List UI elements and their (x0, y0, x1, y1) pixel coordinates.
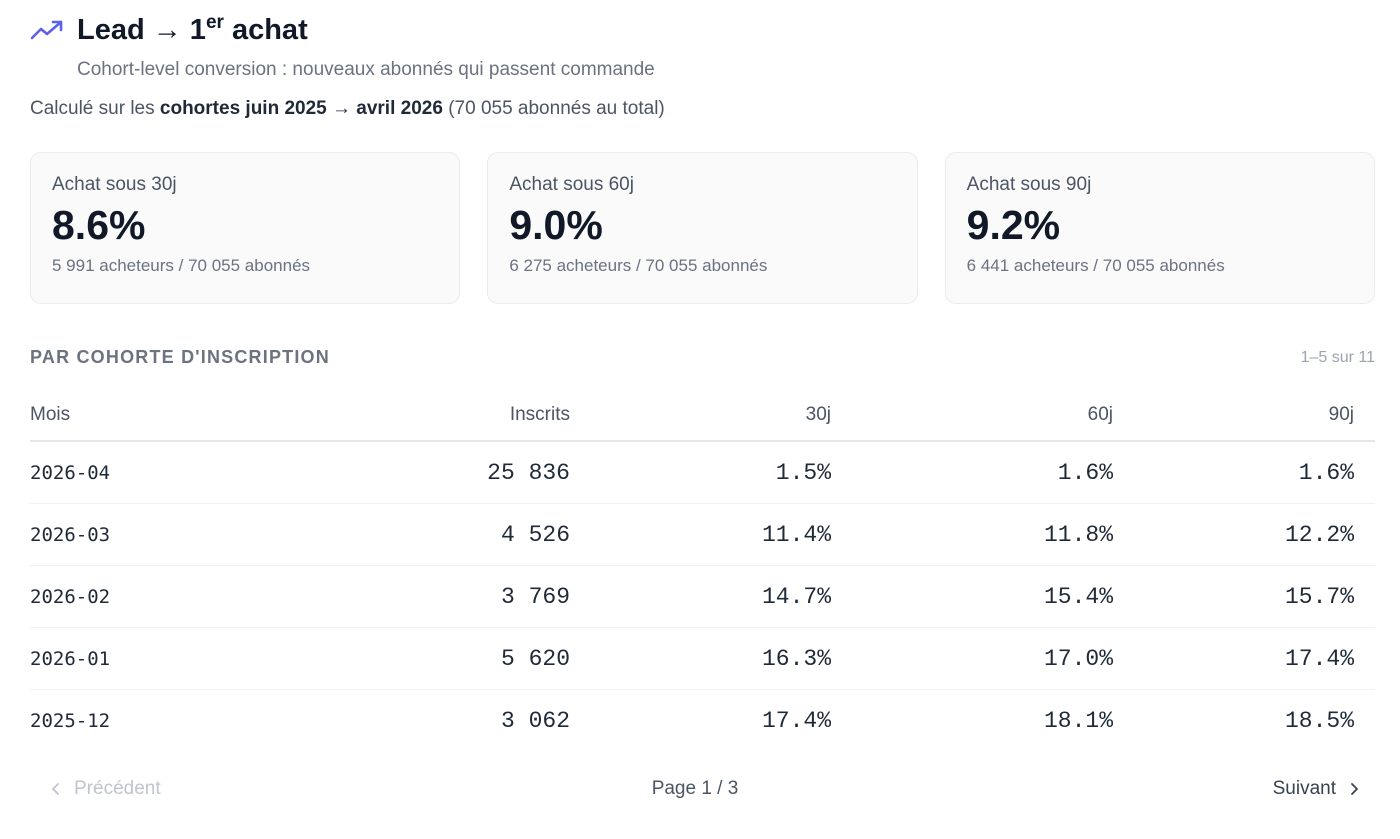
kpi-value: 9.2% (966, 202, 1061, 248)
page-title: Lead → 1er achat (77, 12, 308, 46)
page-indicator: Page 1 / 3 (651, 778, 739, 799)
kpi-detail: 6 441 acheteurs / 70 055 abonnés (966, 256, 1225, 275)
column-header-90j: 90j (1134, 390, 1375, 442)
cell-30j: 16.3% (570, 627, 852, 690)
kpi-label: Achat sous 60j (509, 174, 634, 195)
pagination-range: 1–5 sur 11 (1300, 348, 1375, 366)
table-row: 2026-04 25 836 1.5% 1.6% 1.6% (30, 441, 1375, 504)
cell-60j: 17.0% (852, 627, 1134, 690)
cell-inscrits: 4 526 (330, 503, 570, 566)
cell-mois: 2026-01 (30, 627, 330, 690)
cohort-range: cohortes juin 2025 → avril 2026 (159, 98, 443, 119)
section-title: PAR COHORTE D'INSCRIPTION (30, 347, 330, 367)
cell-mois: 2026-02 (30, 565, 330, 628)
trending-up-icon (30, 18, 64, 44)
next-page-label: Suivant (1272, 778, 1336, 799)
section-header: PAR COHORTE D'INSCRIPTION 1–5 sur 11 (30, 347, 1375, 368)
cell-30j: 14.7% (570, 565, 852, 628)
cohort-table: Mois Inscrits 30j 60j 90j 2026-04 25 836… (30, 390, 1375, 751)
cell-inscrits: 3 769 (330, 565, 570, 628)
table-row: 2026-02 3 769 14.7% 15.4% 15.7% (30, 565, 1375, 628)
table-header-row: Mois Inscrits 30j 60j 90j (30, 390, 1375, 442)
cell-mois: 2026-03 (30, 503, 330, 566)
chevron-left-icon (50, 781, 62, 797)
table-row: 2026-03 4 526 11.4% 11.8% 12.2% (30, 503, 1375, 566)
cell-mois: 2025-12 (30, 709, 111, 732)
previous-page-label: Précédent (74, 778, 161, 799)
cell-mois: 2026-04 (30, 441, 330, 504)
cell-30j: 1.5% (570, 441, 852, 504)
previous-page-button[interactable]: Précédent (50, 778, 161, 800)
cell-60j: 1.6% (852, 441, 1134, 504)
pagination: Précédent Page 1 / 3 Suivant (30, 776, 1360, 806)
kpi-detail: 6 275 acheteurs / 70 055 abonnés (509, 256, 768, 275)
kpi-cards: Achat sous 30j 8.6% 5 991 acheteurs / 70… (30, 152, 1375, 304)
kpi-value: 8.6% (52, 202, 146, 248)
table-row: 2025-12 3 062 17.4% 18.1% 18.5% (30, 690, 1375, 752)
column-header-mois: Mois (30, 390, 330, 442)
cell-90j: 12.2% (1134, 503, 1375, 566)
kpi-card-60j: Achat sous 60j 9.0% 6 275 acheteurs / 70… (487, 152, 918, 304)
table-row: 2026-01 5 620 16.3% 17.0% 17.4% (30, 627, 1375, 690)
cell-30j: 11.4% (570, 503, 852, 566)
cell-60j: 18.1% (1043, 707, 1113, 734)
cell-90j: 1.6% (1134, 441, 1375, 504)
column-header-30j: 30j (570, 390, 852, 442)
kpi-card-90j: Achat sous 90j 9.2% 6 441 acheteurs / 70… (944, 152, 1375, 304)
next-page-button[interactable]: Suivant (1273, 778, 1360, 800)
column-header-60j: 60j (852, 390, 1134, 442)
kpi-label: Achat sous 30j (52, 174, 177, 195)
kpi-value: 9.0% (509, 202, 603, 248)
kpi-card-30j: Achat sous 30j 8.6% 5 991 acheteurs / 70… (30, 152, 461, 304)
column-header-inscrits: Inscrits (330, 390, 570, 442)
page-subtitle: Cohort-level conversion : nouveaux abonn… (77, 59, 655, 80)
cell-90j: 17.4% (1134, 627, 1375, 690)
cell-60j: 11.8% (852, 503, 1134, 566)
title-row: Lead → 1er achat (30, 12, 308, 47)
cohort-scope-text: Calculé sur les cohortes juin 2025 → avr… (30, 98, 665, 119)
cell-30j: 17.4% (761, 707, 831, 734)
cell-inscrits: 3 062 (500, 707, 570, 734)
cell-90j: 18.5% (1284, 707, 1354, 734)
cell-60j: 15.4% (852, 565, 1134, 628)
cell-inscrits: 5 620 (330, 627, 570, 690)
panel-header: Lead → 1er achat Cohort-level conversion… (30, 12, 655, 80)
cell-90j: 15.7% (1134, 565, 1375, 628)
kpi-detail: 5 991 acheteurs / 70 055 abonnés (52, 256, 311, 275)
cell-inscrits: 25 836 (330, 441, 570, 504)
chevron-right-icon (1348, 781, 1360, 797)
kpi-label: Achat sous 90j (966, 174, 1092, 195)
